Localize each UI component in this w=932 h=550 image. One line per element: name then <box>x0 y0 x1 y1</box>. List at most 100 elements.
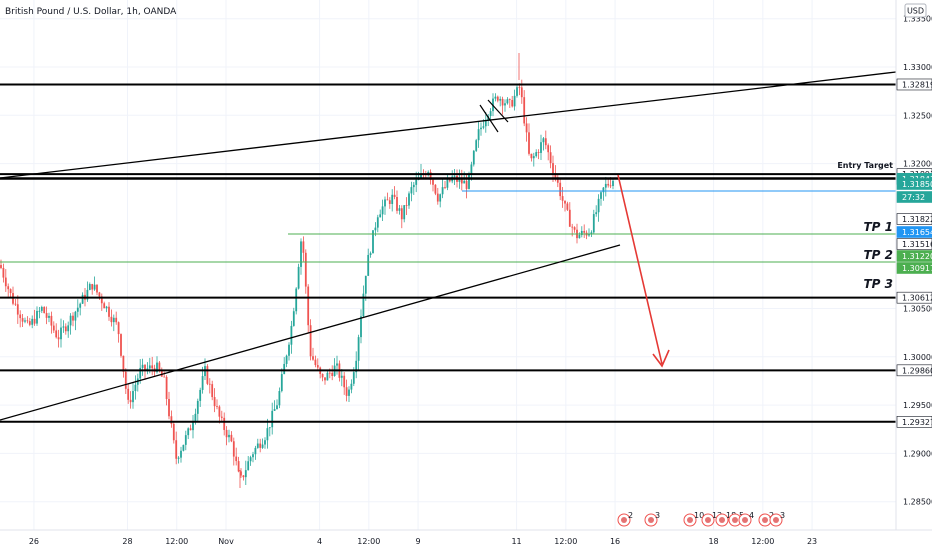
candle-body <box>110 316 113 323</box>
time-axis[interactable]: 26 28 12:00 Nov 4 12:00 9 11 12:00 16 18 12:00 23 <box>29 537 817 546</box>
candle-body <box>578 235 581 239</box>
candle-body <box>182 444 185 451</box>
economic-events-row[interactable]: 231012185423 <box>617 511 785 527</box>
candle-body <box>175 440 178 459</box>
candle-body <box>326 372 329 381</box>
candle-body <box>276 405 278 410</box>
candle-body <box>132 391 134 403</box>
symbol-title[interactable]: British Pound / U.S. Dollar, 1h, OANDA <box>5 7 177 17</box>
candle-body <box>33 318 36 324</box>
candle-body <box>429 171 432 180</box>
candle-body <box>556 177 559 183</box>
candle-body <box>160 370 163 377</box>
candle-body <box>127 388 130 400</box>
candle-body <box>256 443 259 448</box>
price-tag-bg <box>896 262 932 274</box>
candle-body <box>252 454 254 458</box>
event-count: 4 <box>749 511 754 520</box>
candle-body <box>312 356 314 360</box>
candle-body <box>76 307 79 312</box>
candle-body <box>362 293 365 317</box>
candle-body <box>412 184 415 188</box>
price-tag-bg <box>896 178 932 190</box>
candle-body <box>475 140 478 151</box>
event-flag-inner <box>621 517 627 523</box>
candle-body <box>499 98 502 101</box>
candle-body <box>506 99 509 104</box>
candle-body <box>103 303 106 309</box>
candle-body <box>297 266 300 289</box>
candle-body <box>600 192 602 199</box>
candle-body <box>72 315 74 321</box>
candle-body <box>237 461 240 472</box>
level-tag-bg <box>896 364 932 377</box>
candle-body <box>494 96 497 99</box>
projection-arrow <box>617 174 663 365</box>
level-tag: 1.29860 <box>902 366 932 375</box>
candle-body <box>199 389 202 401</box>
price-tag-bg <box>896 226 932 238</box>
candle-body <box>232 441 235 457</box>
candle-body <box>460 178 463 184</box>
candle-body <box>165 376 168 399</box>
currency-button[interactable] <box>904 3 927 18</box>
event-count: 10 <box>694 511 704 520</box>
level-tag-bg <box>896 78 932 91</box>
candle-body <box>604 183 607 188</box>
candle-body <box>444 187 446 188</box>
x-tick-label: 23 <box>807 537 817 546</box>
candle-body <box>504 103 506 106</box>
upper-trendline <box>0 71 897 179</box>
candle-body <box>544 138 547 146</box>
y-tick-label: 1.32000 <box>903 160 932 169</box>
x-tick-label: 12:00 <box>165 537 188 546</box>
price-tag-bg <box>896 213 932 225</box>
candle-body <box>379 214 382 218</box>
chart-grid <box>0 0 896 530</box>
candle-body <box>355 360 358 373</box>
price-axis[interactable]: 1.33500 1.33000 1.32500 1.32000 1.30500 1.300… <box>903 15 932 507</box>
tp3-label: TP 3 <box>863 277 893 291</box>
event-flag-inner <box>687 517 693 523</box>
x-tick-label: 9 <box>416 537 421 546</box>
x-tick-label: Nov <box>218 537 234 546</box>
candle-body <box>525 123 528 133</box>
candle-body <box>24 320 26 322</box>
candle-body <box>218 406 221 417</box>
y-tick-label: 1.29500 <box>903 401 932 410</box>
candle-body <box>117 322 120 335</box>
candle-body <box>52 325 55 331</box>
candle-body <box>568 209 571 227</box>
candle-body <box>64 326 67 332</box>
entry-target-label: Entry Target <box>837 161 893 170</box>
candle-body <box>559 182 562 197</box>
candle-body <box>415 179 418 185</box>
candle-body <box>55 330 58 338</box>
candle-body <box>468 174 470 189</box>
candle-body <box>4 277 7 287</box>
candle-body <box>480 127 482 130</box>
candle-body <box>283 363 286 375</box>
candle-body <box>57 337 60 340</box>
candle-body <box>532 156 535 159</box>
candle-body <box>40 307 43 311</box>
candle-body <box>7 286 10 290</box>
candle-body <box>549 152 552 164</box>
pattern-line <box>479 104 499 133</box>
candle-body <box>482 126 485 128</box>
candle-body <box>381 206 384 215</box>
candle-body <box>244 470 247 478</box>
candle-body <box>280 374 283 392</box>
candle-body <box>129 399 132 403</box>
candle-body <box>540 142 542 153</box>
candle-body <box>81 294 84 304</box>
event-count: 3 <box>780 511 785 520</box>
candle-body <box>609 185 612 187</box>
price-tag: 1.31220 <box>902 252 932 261</box>
candle-body <box>264 440 266 445</box>
candle-body <box>314 359 317 366</box>
event-flag-inner <box>648 517 654 523</box>
candle-body <box>384 199 386 207</box>
